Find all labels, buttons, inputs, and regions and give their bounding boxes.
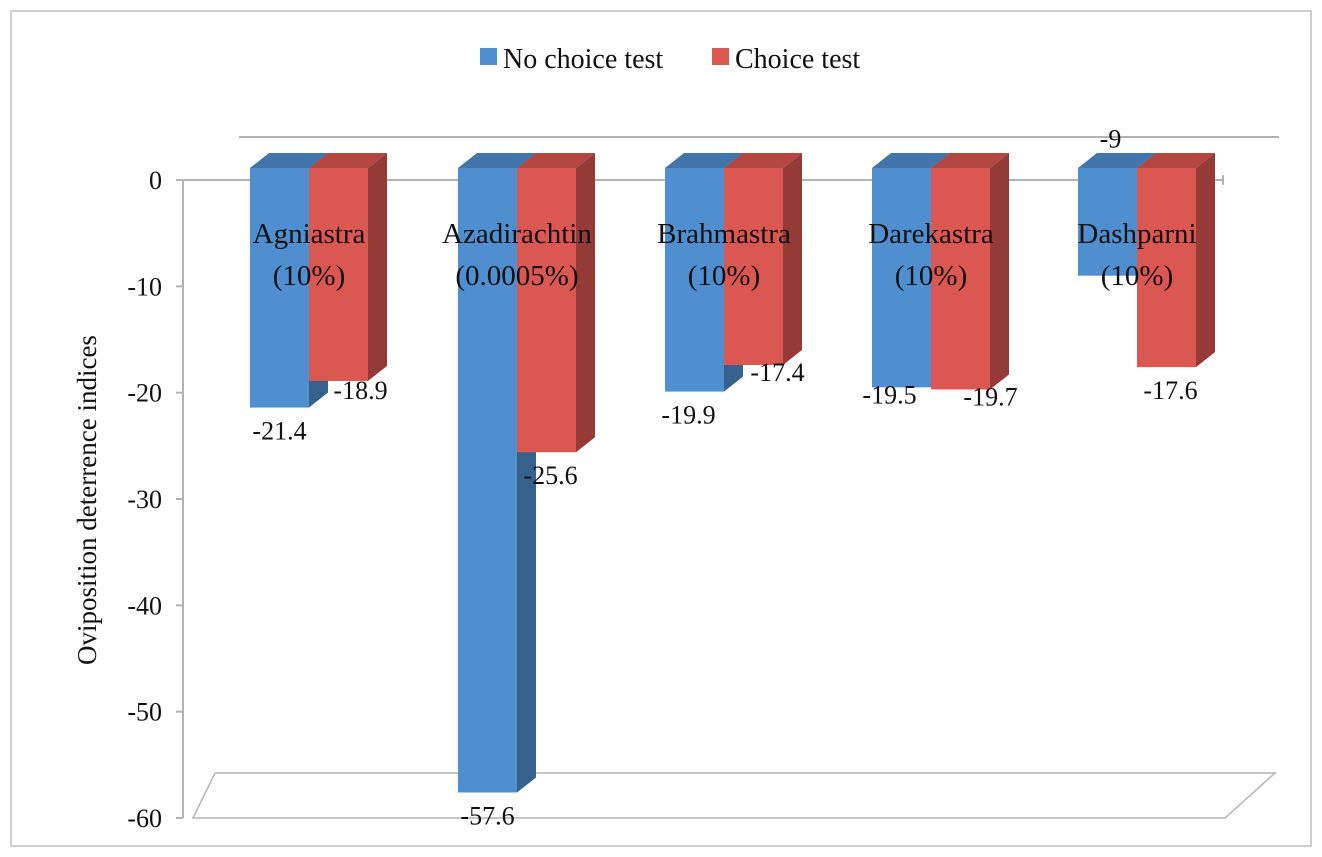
bar-top-face [724,153,802,168]
category-label-line1: Agniastra [253,218,366,250]
category-label-line2: (10%) [895,260,967,292]
bar-top-face [872,153,950,168]
category-label-line2: (10%) [273,260,345,292]
bar-choice-0 [309,153,387,381]
data-labels: -21.4 -18.9 -57.6 -25.6 -19.9 -17.4 -19.5 -19.7… [252,125,1197,831]
bar-top-face [309,153,387,168]
data-label: -19.5 [862,380,916,409]
floor-plane [191,772,1277,819]
bar-front-face [1078,168,1137,276]
data-label: -17.6 [1143,376,1197,405]
bar-side-face [990,153,1009,390]
plot-walls [191,136,1279,819]
category-label-line1: Brahmastra [657,218,791,250]
y-tick-label: 0 [149,166,162,195]
bar-choice-2 [724,153,802,366]
bar-top-face [250,153,328,168]
bar-top-face [665,153,743,168]
data-label: -21.4 [252,417,306,446]
data-label: -19.9 [661,401,715,430]
bar-top-face [458,153,536,168]
bar-top-face [1078,153,1156,168]
y-tick-label: -40 [127,591,162,620]
y-axis-label: Oviposition deterrence indices [72,335,102,665]
y-tick-label: -20 [127,379,162,408]
data-label: -17.4 [750,358,804,387]
bar-front-face [724,168,783,366]
bar-choice-4 [1137,153,1215,368]
data-label: -25.6 [523,461,577,490]
data-label: -57.6 [460,801,514,830]
category-label-line2: (10%) [688,260,760,292]
data-label: -19.7 [963,382,1017,411]
bar-front-face [250,168,309,408]
bar-choice-3 [931,153,1009,390]
bar-front-face [458,168,517,793]
bar-front-face [665,168,724,392]
legend-label-no-choice: No choice test [503,44,663,75]
y-ticks: 0 -10 -20 -30 -40 -50 -60 [127,166,183,833]
category-label-line1: Azadirachtin [442,218,592,250]
bar-no-choice-1 [458,153,536,793]
legend: No choice test Choice test [480,44,860,75]
bar-front-face [1137,168,1196,368]
legend-swatch-no-choice [480,48,497,65]
bar-front-face [309,168,368,381]
data-label: -9 [1100,125,1122,154]
bar-front-face [931,168,990,390]
category-label-line2: (10%) [1101,260,1173,292]
category-label-line1: Darekastra [868,218,994,250]
bars [250,153,1215,793]
bar-top-face [517,153,595,168]
bar-front-face [517,168,576,453]
y-tick-label: -50 [127,698,162,727]
category-label-line2: (0.0005%) [455,260,578,292]
bar-front-face [872,168,931,388]
bar-top-face [931,153,1009,168]
y-tick-label: -10 [127,272,162,301]
data-label: -18.9 [333,376,387,405]
legend-label-choice: Choice test [735,44,860,75]
bar-side-face [576,153,595,453]
category-labels: Agniastra (10%) Azadirachtin (0.0005%) Brahm… [253,218,1197,292]
bar-side-face [368,153,387,381]
category-label-line1: Dashparni [1077,218,1196,250]
y-tick-label: -60 [127,804,162,833]
bar-choice-1 [517,153,595,453]
chart-frame [10,10,1312,847]
bar-top-face [1137,153,1215,168]
y-tick-label: -30 [127,485,162,514]
bar-side-face [1196,153,1215,368]
legend-swatch-choice [712,48,729,65]
bar-side-face [783,153,802,366]
